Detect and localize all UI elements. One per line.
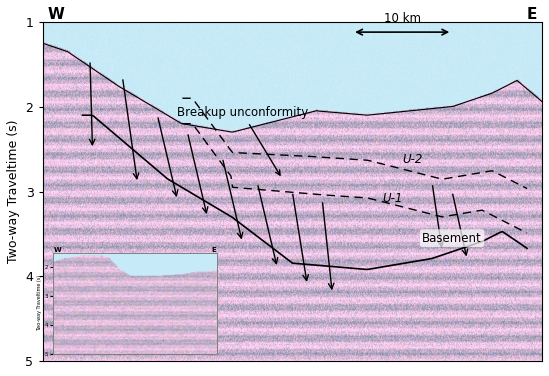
Text: Breakup unconformity: Breakup unconformity <box>177 106 308 175</box>
Text: 10 km: 10 km <box>384 12 421 25</box>
Text: W: W <box>48 7 64 22</box>
Text: U-1: U-1 <box>382 192 402 205</box>
Text: E: E <box>526 7 537 22</box>
Text: U-2: U-2 <box>402 153 423 166</box>
Text: Basement: Basement <box>422 232 482 245</box>
Y-axis label: Two-way Traveltime (s): Two-way Traveltime (s) <box>7 120 20 263</box>
